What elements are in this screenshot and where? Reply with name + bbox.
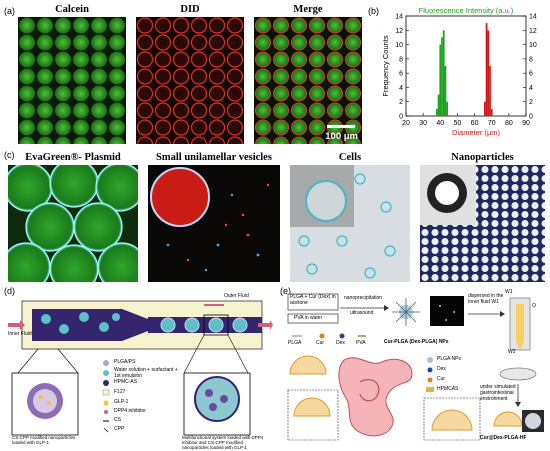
e-legend-plga: PLGA — [288, 340, 302, 346]
e-nanoprecipitation: nanoprecipitation — [344, 295, 383, 301]
e-side-dex: Dex — [437, 366, 446, 372]
y2-tick-label: 6 — [529, 71, 533, 78]
did-image — [136, 17, 244, 144]
panel-e-label: (e) — [280, 286, 291, 296]
e-w2: W2 — [508, 349, 516, 355]
e-legend-cur: Cur — [316, 340, 325, 346]
e-side-cur: Cur — [437, 376, 446, 382]
y2-tick-label: 8 — [529, 56, 533, 63]
y2-tick-label: 12 — [529, 28, 537, 35]
e-final-name: Cur@Dex-PLGA-HF — [480, 435, 527, 441]
legend-glp1: GLP-1 — [114, 399, 129, 405]
e-ultrasound: ultrasound — [350, 310, 374, 316]
scale-bar — [327, 125, 355, 128]
e-o: O — [532, 303, 536, 309]
y-tick-label: 4 — [399, 85, 403, 92]
merge-title: Merge — [293, 4, 323, 15]
bar-series1 — [437, 94, 440, 116]
nanoparticles-title: Nanoparticles — [451, 152, 514, 163]
chart-frame — [405, 15, 527, 117]
e-w1: W1 — [505, 289, 513, 295]
cells-title: Cells — [338, 152, 362, 163]
calcein-title: Calcein — [55, 4, 89, 15]
bar-series1 — [442, 30, 445, 117]
x-tick-label: 80 — [505, 120, 513, 127]
y-tick-label: 6 — [399, 71, 403, 78]
evagreen-image — [8, 165, 138, 282]
y2-tick-label: 2 — [529, 99, 533, 106]
evagreen-title: EvaGreen®- Plasmid — [25, 152, 121, 163]
legend-dpp4: DPP4 inhibitor — [114, 408, 146, 414]
y-tick-label: 0 — [399, 114, 403, 121]
bar-series1 — [444, 66, 447, 116]
panel-a-label: (a) — [4, 6, 15, 16]
nanoparticles-image — [420, 165, 545, 282]
panel-d-label: (d) — [4, 286, 15, 296]
y-axis-label: Frequency Counts — [381, 35, 390, 97]
panel-c-label: (c) — [4, 150, 15, 160]
bar-series2 — [489, 66, 491, 116]
size-distribution-chart: 0 0 2 2 4 4 6 6 8 8 10 10 12 12 14 14 20 30 40 50 60 70 80 90 Fl… — [381, 6, 537, 137]
panel-e-diagram: PLGA + Cur (Dex) in acetone PVA in water… — [284, 289, 548, 446]
y-tick-label: 8 — [399, 56, 403, 63]
legend-cs: CS — [114, 417, 121, 423]
chart-title: Fluorescence Intensity (a.u.) — [419, 6, 514, 15]
merge-image: 100 μm — [254, 17, 362, 144]
panel-b-label: (b) — [368, 6, 379, 16]
bar-series2 — [487, 30, 490, 117]
e-np-name: Cur-PLGA (Dex-PLGA) NPs — [384, 339, 449, 345]
system-caption: Multifunctional system loaded with DPP4 … — [182, 435, 264, 451]
bar-series2 — [490, 108, 493, 116]
inner-fluid-label: Inner Fluid — [8, 331, 32, 337]
scale-bar-label: 100 μm — [325, 131, 358, 142]
x-tick-label: 20 — [402, 120, 410, 127]
x-tick-label: 60 — [471, 120, 479, 127]
vesicles-title: Small unilamellar vesicles — [156, 152, 272, 163]
e-legend-pva: PVA — [356, 340, 366, 346]
y-tick-label: 10 — [395, 42, 403, 49]
x-tick-label: 40 — [436, 120, 444, 127]
e-dispersed: dispersed in the Inner fluid W1 — [468, 293, 504, 305]
e-side-hpmcas: HPMCAS — [437, 386, 459, 392]
y2-tick-label: 14 — [529, 14, 537, 21]
y2-tick-label: 4 — [529, 85, 533, 92]
bar-series1 — [446, 101, 448, 116]
e-box2: PVA in water — [294, 315, 323, 321]
legend-cpp: CPP — [114, 426, 125, 432]
panel-d-diagram: Outer Fluid Inner Fluid PLGA/PS Water so… — [8, 293, 273, 450]
legend-f127: F127 — [114, 389, 126, 395]
e-legend-dex: Dex — [336, 340, 345, 346]
y-tick-label: 12 — [395, 28, 403, 35]
bar-series2 — [485, 23, 488, 117]
y2-tick-label: 10 — [529, 42, 537, 49]
legend-hpmcas: HPMC-AS — [114, 379, 138, 385]
x-tick-label: 70 — [488, 120, 496, 127]
vesicles-image — [148, 165, 280, 282]
y-tick-label: 14 — [395, 14, 403, 21]
x-axis-label: Diameter (μm) — [452, 128, 501, 137]
cells-image — [290, 165, 410, 282]
bar-series1 — [439, 44, 442, 117]
y2-tick-label: 0 — [529, 114, 533, 121]
outer-fluid-label: Outer Fluid — [224, 293, 249, 299]
calcein-image — [18, 17, 126, 144]
x-tick-label: 50 — [454, 120, 462, 127]
e-box1: PLGA + Cur (Dex) in acetone — [290, 294, 336, 306]
legend-plga: PLGA/PS — [114, 359, 136, 365]
legend-water: Water solution + surfactant + 1st emulsi… — [114, 367, 178, 379]
bar-series1 — [436, 108, 438, 116]
bar-series1 — [441, 37, 443, 116]
did-title: DID — [180, 4, 200, 15]
np-caption: CS-CPP modified nanoparticles loaded wit… — [12, 435, 76, 446]
x-tick-label: 90 — [522, 120, 530, 127]
x-tick-label: 30 — [419, 120, 427, 127]
y-tick-label: 2 — [399, 99, 403, 106]
bar-series2 — [484, 101, 486, 116]
e-side-plga: PLGA NPs — [437, 356, 461, 362]
e-gi-text: under simulated gastrointestinal environ… — [480, 384, 516, 402]
